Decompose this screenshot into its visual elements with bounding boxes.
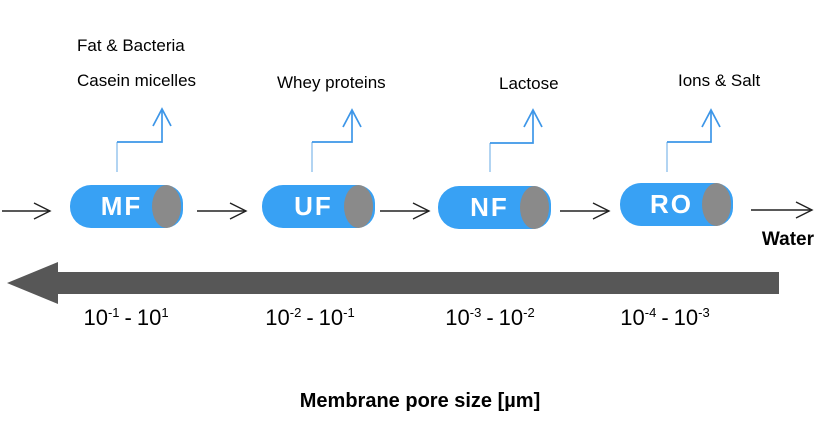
membrane-cylinder-ro: RO <box>620 183 733 226</box>
pore-to-exp: -3 <box>698 305 710 320</box>
water-label: Water <box>761 229 814 250</box>
pore-from-base: 10 <box>83 305 108 330</box>
pore-to-exp: -1 <box>343 305 355 320</box>
elbow-path <box>667 112 712 143</box>
pore-to-exp: -2 <box>523 305 535 320</box>
water-outlet-arrow-icon <box>751 201 814 219</box>
flow-arrow-uf-nf-icon <box>380 202 431 220</box>
elbow-path <box>312 112 353 143</box>
retentate-label-fat-bacteria: Fat & Bacteria <box>77 36 185 55</box>
pore-size-range-uf: 10-2-10-1 <box>245 305 375 331</box>
pore-from-base: 10 <box>620 305 645 330</box>
arrow-head <box>795 201 814 219</box>
pore-separator: - <box>661 305 669 330</box>
elbow-head <box>701 108 721 128</box>
pore-to-base: 10 <box>498 305 524 330</box>
pore-from-exp: -3 <box>469 305 482 320</box>
flow-arrow-mf-uf-icon <box>197 202 248 220</box>
elbow-head <box>523 108 543 128</box>
feed-flow-arrow-icon <box>2 202 52 220</box>
retentate-label-ions-salt: Ions & Salt <box>678 71 761 90</box>
pore-from-exp: -1 <box>107 305 120 320</box>
retentate-label-lactose: Lactose <box>499 74 559 93</box>
pore-separator: - <box>124 305 132 330</box>
membrane-cylinder-uf: UF <box>262 185 375 228</box>
retentate-arrow-mf-icon <box>116 107 172 172</box>
arrow-head <box>33 202 52 220</box>
pore-to-base: 10 <box>673 305 699 330</box>
pore-to-base: 10 <box>136 305 162 330</box>
elbow-path <box>117 111 163 143</box>
pore-to-exp: 1 <box>161 305 169 320</box>
membrane-cylinder-nf: NF <box>438 186 551 229</box>
membrane-label-mf: MF <box>100 191 143 221</box>
membrane-label-uf: UF <box>294 191 333 221</box>
pore-to-base: 10 <box>318 305 344 330</box>
membrane-cylinder-mf: MF <box>70 185 183 228</box>
pore-from-exp: -4 <box>644 305 657 320</box>
membrane-label-nf: NF <box>470 192 509 222</box>
pore-from-base: 10 <box>265 305 290 330</box>
arrow-head <box>412 202 431 220</box>
retentate-label-casein: Casein micelles <box>77 71 197 90</box>
pore-size-range-mf: 10-1-101 <box>61 305 191 331</box>
arrow-head <box>592 202 611 220</box>
elbow-head <box>342 108 362 128</box>
elbow-path <box>490 112 534 144</box>
pore-size-range-nf: 10-3-10-2 <box>425 305 555 331</box>
pore-from-base: 10 <box>445 305 470 330</box>
retentate-arrow-uf-icon <box>311 108 362 172</box>
membrane-end-cap-icon <box>344 185 373 228</box>
membrane-end-cap-icon <box>520 186 549 229</box>
pore-separator: - <box>306 305 314 330</box>
arrow-head <box>229 202 248 220</box>
retentate-arrow-nf-icon <box>489 108 543 172</box>
pore-size-range-ro: 10-4-10-3 <box>600 305 730 331</box>
pore-from-exp: -2 <box>289 305 302 320</box>
pore-separator: - <box>486 305 494 330</box>
membrane-end-cap-icon <box>152 185 181 228</box>
membrane-label-ro: RO <box>650 189 693 219</box>
retentate-arrow-ro-icon <box>666 108 721 172</box>
elbow-head <box>152 107 172 127</box>
flow-arrow-nf-ro-icon <box>560 202 611 220</box>
axis-title: Membrane pore size [µm] <box>299 390 541 412</box>
retentate-label-whey: Whey proteins <box>277 73 386 92</box>
pore-size-direction-arrow-icon <box>7 262 779 304</box>
membrane-end-cap-icon <box>702 183 731 226</box>
